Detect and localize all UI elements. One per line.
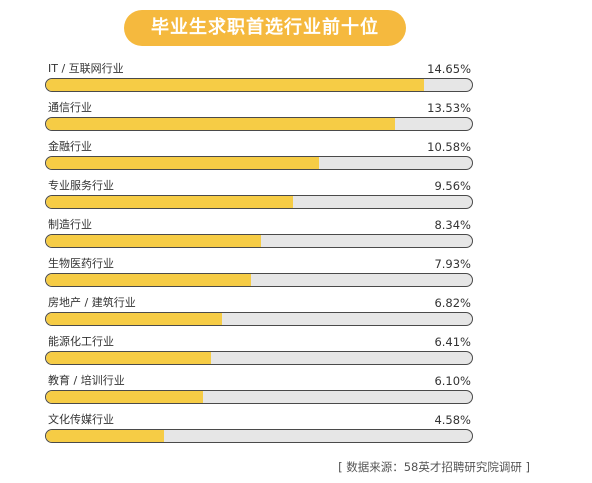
category-label: 教育 / 培训行业 [48,374,125,387]
bar-row: 生物医药行业 7.93% [45,257,473,297]
bar-row: 房地产 / 建筑行业 6.82% [45,296,473,336]
bar [46,274,251,286]
bar [46,352,212,364]
bar [46,118,396,130]
bar [46,196,293,208]
bar [46,157,320,169]
bar-row: 教育 / 培训行业 6.10% [45,374,473,414]
category-label: 金融行业 [48,140,92,153]
data-source-note: [ 数据来源：58英才招聘研究院调研 ] [338,460,530,474]
bar [46,235,262,247]
bar-track [45,273,473,287]
chart-title: 毕业生求职首选行业前十位 [124,10,406,46]
bar-track [45,78,473,92]
category-label: 通信行业 [48,101,92,114]
bar-track [45,351,473,365]
value-label: 13.53% [427,101,471,115]
category-label: IT / 互联网行业 [48,62,124,75]
bar-row: 通信行业 13.53% [45,101,473,141]
value-label: 4.58% [434,413,471,427]
value-label: 6.82% [434,296,471,310]
category-label: 专业服务行业 [48,179,114,192]
value-label: 7.93% [434,257,471,271]
value-label: 6.41% [434,335,471,349]
value-label: 14.65% [427,62,471,76]
value-label: 10.58% [427,140,471,154]
bar-row: 能源化工行业 6.41% [45,335,473,375]
value-label: 6.10% [434,374,471,388]
bar [46,391,204,403]
category-label: 文化传媒行业 [48,413,114,426]
bar-track [45,429,473,443]
bar-row: IT / 互联网行业 14.65% [45,62,473,102]
category-label: 生物医药行业 [48,257,114,270]
bar-row: 制造行业 8.34% [45,218,473,258]
bar-track [45,312,473,326]
bar [46,430,165,442]
bar-row: 专业服务行业 9.56% [45,179,473,219]
bar-track [45,390,473,404]
value-label: 9.56% [434,179,471,193]
category-label: 能源化工行业 [48,335,114,348]
category-label: 房地产 / 建筑行业 [48,296,136,309]
bar-track [45,117,473,131]
bar-track [45,234,473,248]
bar-track [45,195,473,209]
bar-row: 金融行业 10.58% [45,140,473,180]
bar [46,79,425,91]
bar-track [45,156,473,170]
value-label: 8.34% [434,218,471,232]
bar-row: 文化传媒行业 4.58% [45,413,473,453]
bar [46,313,223,325]
category-label: 制造行业 [48,218,92,231]
